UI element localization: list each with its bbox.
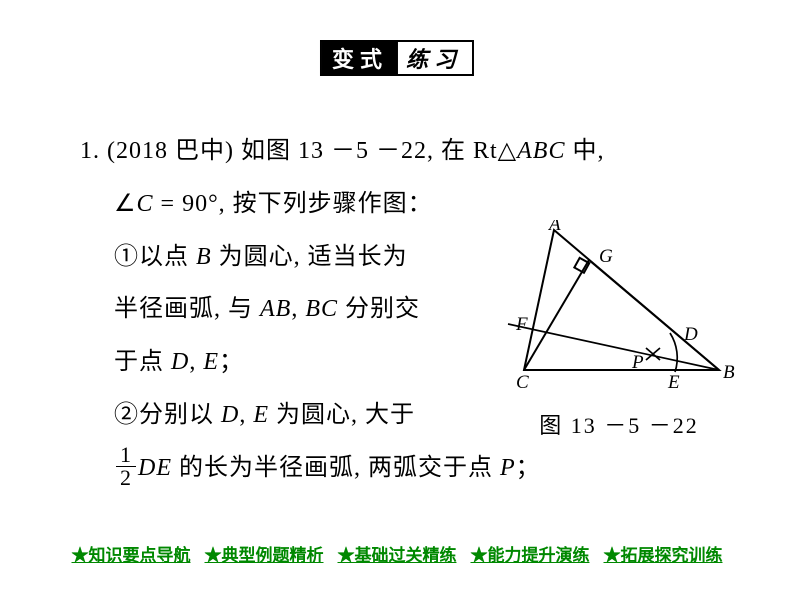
text: ②分别以	[114, 402, 221, 428]
step1-line3: 于点 D, E；	[80, 336, 420, 389]
text: ,	[189, 349, 203, 375]
var: D	[171, 349, 189, 375]
label-b: B	[723, 362, 735, 383]
text: ；	[516, 455, 541, 481]
var: D	[221, 402, 239, 428]
badge-right: 练习	[398, 42, 472, 74]
var: DE	[138, 455, 172, 481]
var: E	[253, 402, 269, 428]
step2-line1: ②分别以 D, E 为圆心, 大于	[80, 389, 420, 442]
step-column: ①以点 B 为圆心, 适当长为 半径画弧, 与 AB, BC 分别交 于点 D,…	[80, 231, 420, 442]
header-badge: 变式 练习	[320, 40, 474, 76]
arc-de	[670, 333, 677, 372]
frac-den: 2	[116, 467, 136, 489]
nav-link-explore[interactable]: ★拓展探究训练	[604, 541, 723, 566]
text: ①以点	[114, 244, 196, 270]
triangle-figure: A B C D E F G P	[494, 220, 744, 395]
nav-link-knowledge[interactable]: ★知识要点导航	[72, 541, 191, 566]
label-g: G	[599, 246, 613, 267]
var: AB	[260, 296, 291, 322]
text: ,	[291, 296, 305, 322]
badge-left: 变式	[322, 42, 398, 74]
nav-link-examples[interactable]: ★典型例题精析	[205, 541, 324, 566]
figure-block: A B C D E F G P 图 13 －5 －22	[489, 220, 749, 440]
text: 为圆心, 适当长为	[212, 244, 408, 270]
nav-link-ability[interactable]: ★能力提升演练	[471, 541, 590, 566]
text: 中,	[565, 138, 604, 164]
text: ,	[239, 402, 253, 428]
label-e: E	[667, 372, 680, 393]
step1-line1: ①以点 B 为圆心, 适当长为	[80, 231, 420, 284]
var: B	[196, 244, 212, 270]
var: P	[500, 455, 516, 481]
var: C	[137, 191, 154, 217]
label-d: D	[683, 324, 698, 345]
text: = 90°, 按下列步骤作图：	[154, 191, 433, 217]
label-c: C	[516, 372, 529, 393]
fraction-half: 1 2	[116, 444, 136, 489]
problem-content: 1. (2018 巴中) 如图 13 －5 －22, 在 Rt△ABC 中, ∠…	[80, 125, 734, 495]
var: BC	[305, 296, 338, 322]
text: 1. (2018 巴中) 如图 13 －5 －22, 在 Rt△	[80, 138, 517, 164]
step2-line2: 1 2 DE 的长为半径画弧, 两弧交于点 P；	[80, 442, 734, 495]
text: ；	[219, 349, 244, 375]
label-p: P	[631, 352, 644, 373]
text: 分别交	[338, 296, 420, 322]
text: 半径画弧, 与	[114, 296, 260, 322]
label-f: F	[515, 314, 528, 335]
text: 为圆心, 大于	[269, 402, 415, 428]
label-a: A	[547, 220, 561, 235]
nav-bar: ★知识要点导航 ★典型例题精析 ★基础过关精练 ★能力提升演练 ★拓展探究训练	[0, 541, 794, 566]
line-cg	[524, 260, 589, 370]
text: ∠	[114, 191, 137, 217]
frac-num: 1	[116, 444, 136, 467]
nav-link-basics[interactable]: ★基础过关精练	[338, 541, 457, 566]
text: 的长为半径画弧, 两弧交于点	[172, 455, 500, 481]
var: ABC	[517, 138, 565, 164]
right-angle-mark	[574, 258, 589, 273]
var: E	[203, 349, 219, 375]
text: 于点	[114, 349, 171, 375]
step1-line2: 半径画弧, 与 AB, BC 分别交	[80, 283, 420, 336]
figure-caption: 图 13 －5 －22	[489, 408, 749, 440]
problem-line-1: 1. (2018 巴中) 如图 13 －5 －22, 在 Rt△ABC 中,	[80, 125, 734, 178]
